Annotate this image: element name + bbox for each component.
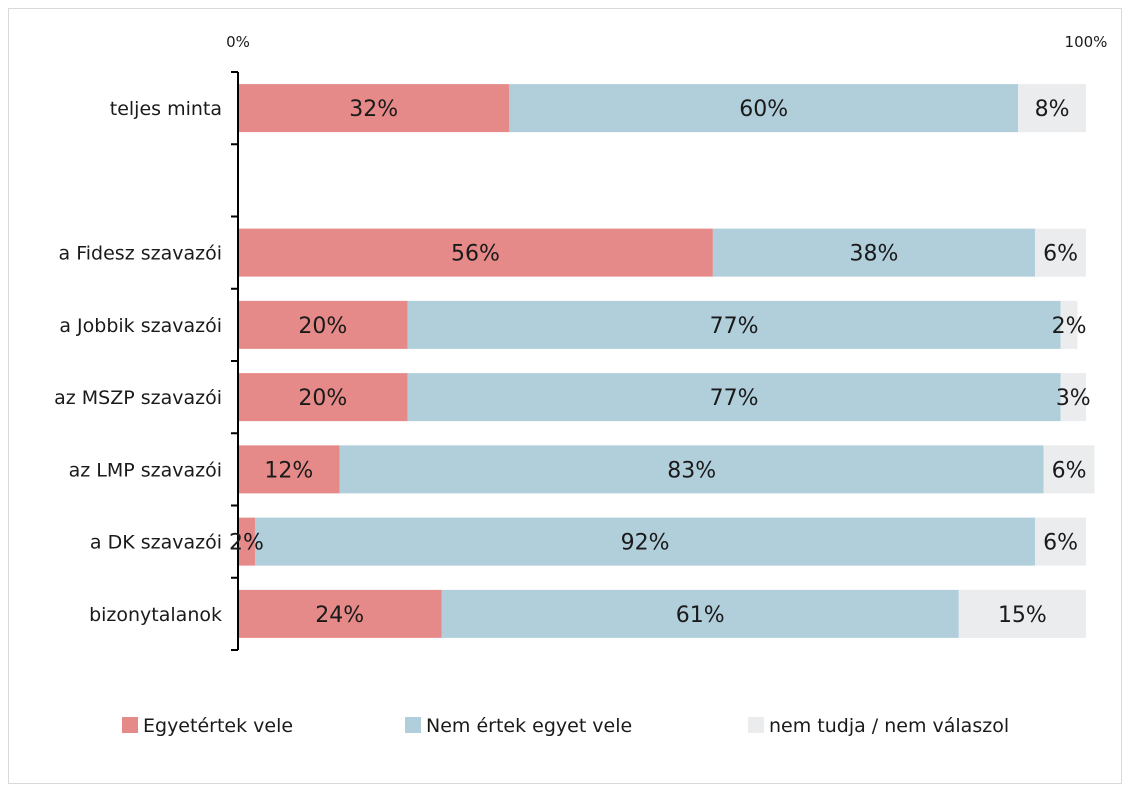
data-label: 15% — [998, 603, 1047, 628]
scale-labels: 0% 100% — [226, 33, 1107, 51]
category-label: az MSZP szavazói — [54, 387, 222, 409]
bar-segment — [238, 228, 713, 277]
data-label: 61% — [676, 603, 725, 628]
legend-label: Nem értek egyet vele — [426, 715, 632, 737]
legend-swatch — [748, 717, 764, 733]
bar-segment — [238, 373, 408, 422]
value-labels: 32% 60% 8% 56% 38% 6% 20% 77% 2% 20% 77% 3% 12% 83% 6%… — [229, 97, 1091, 628]
bar-segment — [238, 445, 340, 494]
category-label: bizonytalanok — [89, 604, 222, 626]
bar-segment — [238, 517, 255, 566]
data-label: 6% — [1043, 531, 1078, 556]
data-label: 20% — [298, 386, 347, 411]
data-label: 32% — [349, 97, 398, 122]
bar-segment — [407, 300, 1061, 349]
category-label: a DK szavazói — [90, 532, 222, 554]
data-label: 2% — [1052, 314, 1087, 339]
bar-segment — [1035, 228, 1086, 277]
data-label: 83% — [667, 458, 716, 483]
scale-label-min: 0% — [226, 33, 250, 51]
data-label: 24% — [315, 603, 364, 628]
bar-segment — [407, 373, 1061, 422]
bar-segment — [1060, 300, 1078, 349]
scale-label-max: 100% — [1065, 33, 1108, 51]
data-label: 92% — [621, 531, 670, 556]
category-label: a Jobbik szavazói — [59, 315, 222, 337]
category-labels: teljes minta a Fidesz szavazói a Jobbik sz… — [54, 98, 222, 626]
data-label: 77% — [710, 314, 759, 339]
bar-segment — [712, 228, 1036, 277]
data-label: 8% — [1035, 97, 1070, 122]
category-label: teljes minta — [110, 98, 222, 120]
bar-segment — [958, 589, 1086, 638]
bars-layer — [238, 84, 1095, 638]
bar-segment — [339, 445, 1044, 494]
category-label: az LMP szavazói — [69, 459, 222, 481]
bar-segment — [1043, 445, 1095, 494]
category-axis — [231, 71, 239, 651]
category-label: a Fidesz szavazói — [59, 243, 222, 265]
bar-segment — [1018, 84, 1086, 133]
bar-segment — [238, 300, 408, 349]
data-label: 6% — [1043, 242, 1078, 267]
legend-label: Egyetértek vele — [143, 715, 293, 737]
bar-segment — [1035, 517, 1086, 566]
bar-segment — [1060, 373, 1086, 422]
data-label: 6% — [1052, 458, 1087, 483]
data-label: 3% — [1056, 386, 1091, 411]
data-label: 60% — [739, 97, 788, 122]
data-label: 12% — [264, 458, 313, 483]
bar-segment — [238, 589, 442, 638]
bar-segment — [238, 84, 510, 133]
bar-segment — [509, 84, 1019, 133]
legend-label: nem tudja / nem válaszol — [769, 715, 1009, 737]
data-label: 2% — [229, 531, 264, 556]
legend-swatch — [405, 717, 421, 733]
legend-swatch — [122, 717, 138, 733]
data-label: 56% — [451, 242, 500, 267]
data-label: 20% — [298, 314, 347, 339]
data-label: 38% — [850, 242, 899, 267]
legend: Egyetértek vele Nem értek egyet vele nem t… — [122, 715, 1009, 737]
data-label: 77% — [710, 386, 759, 411]
bar-segment — [441, 589, 959, 638]
bar-segment — [254, 517, 1036, 566]
